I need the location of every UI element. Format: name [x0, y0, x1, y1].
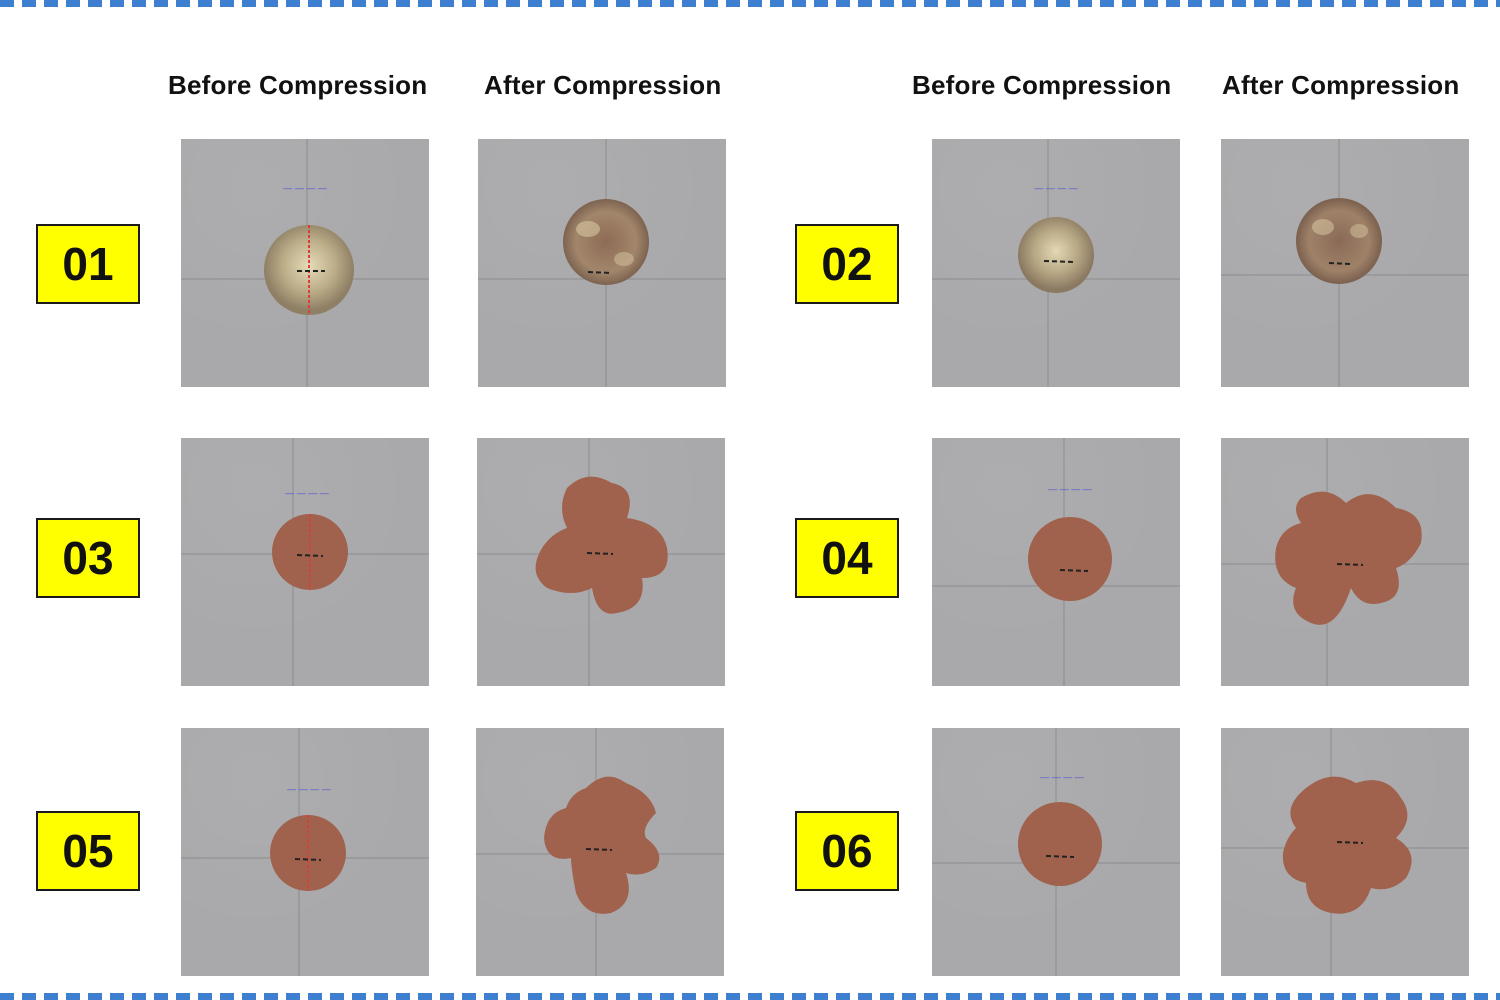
- micrograph-01-after: [478, 139, 726, 387]
- sample-label-03: 03: [36, 518, 140, 598]
- micrograph-04-after: [1221, 438, 1469, 686]
- svg-text:— — — —: — — — —: [285, 488, 329, 498]
- micrograph-03-after: [477, 438, 725, 686]
- svg-text:— — — —: — — — —: [1034, 183, 1078, 193]
- micrograph-01-before: — — — —: [181, 139, 429, 387]
- header-left-before: Before Compression: [168, 70, 428, 100]
- sample-label-04: 04: [795, 518, 899, 598]
- top-dashed-border: [0, 0, 1500, 7]
- micrograph-04-before: — — — —: [932, 438, 1180, 686]
- micrograph-06-before: — — — —: [932, 728, 1180, 976]
- svg-text:— — — —: — — — —: [283, 183, 327, 193]
- sample-label-02: 02: [795, 224, 899, 304]
- svg-text:— — — —: — — — —: [1048, 484, 1092, 494]
- svg-text:— — — —: — — — —: [1040, 772, 1084, 782]
- header-right-after: After Compression: [1222, 70, 1460, 100]
- sample-label-06: 06: [795, 811, 899, 891]
- bottom-dashed-border: [0, 993, 1500, 1000]
- header-right-before: Before Compression: [912, 70, 1172, 100]
- micrograph-05-after: [476, 728, 724, 976]
- sample-label-01: 01: [36, 224, 140, 304]
- micrograph-06-after: [1221, 728, 1469, 976]
- sample-label-05: 05: [36, 811, 140, 891]
- svg-text:— — — —: — — — —: [287, 784, 331, 794]
- header-left-after: After Compression: [484, 70, 722, 100]
- micrograph-03-before: — — — —: [181, 438, 429, 686]
- micrograph-05-before: — — — —: [181, 728, 429, 976]
- micrograph-02-after: [1221, 139, 1469, 387]
- micrograph-02-before: — — — —: [932, 139, 1180, 387]
